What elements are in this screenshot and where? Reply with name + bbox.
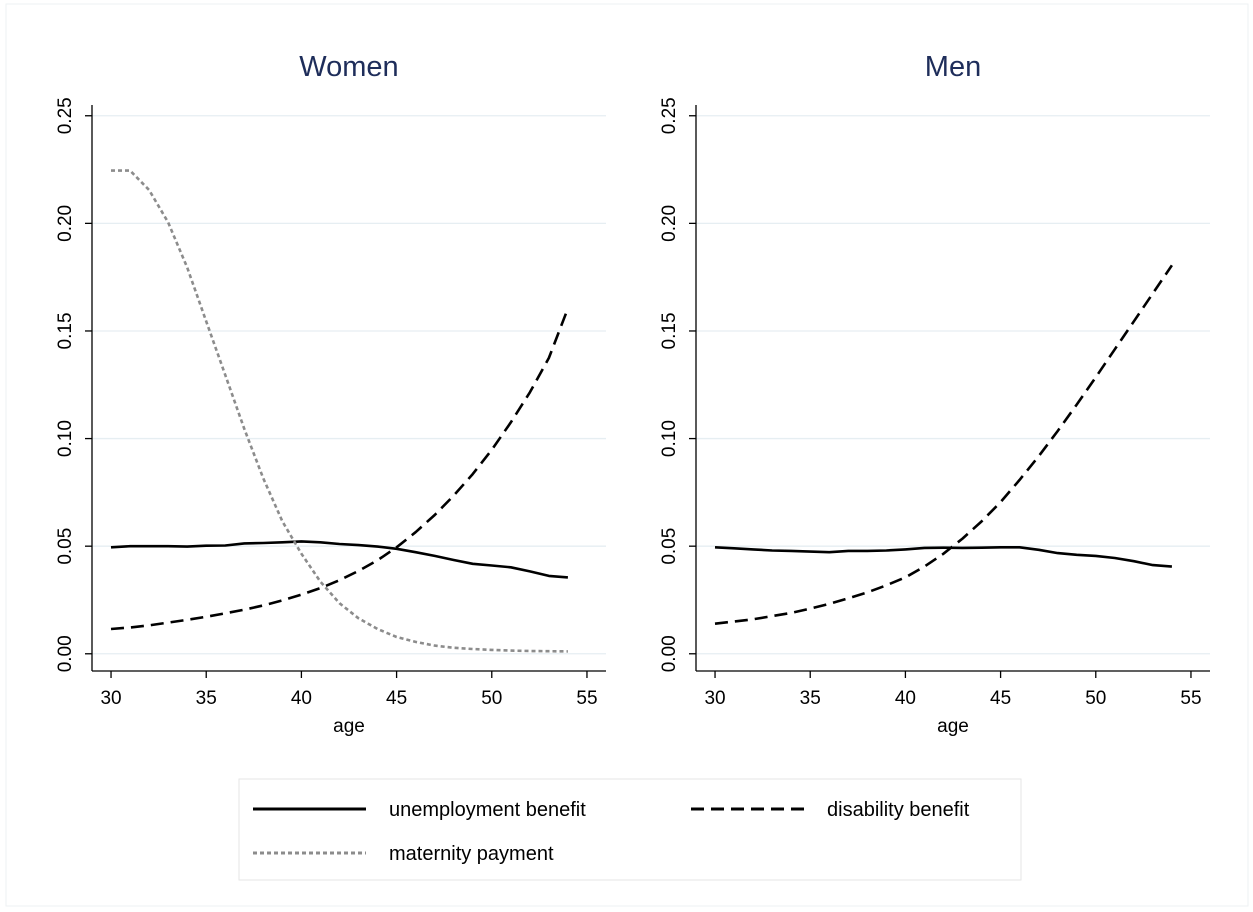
women-y-tick-label: 0.05	[55, 528, 76, 565]
women-y-tick-label: 0.10	[55, 420, 76, 457]
women-panel-title: Women	[299, 51, 398, 83]
men-x-tick-label: 45	[990, 688, 1011, 709]
men-y-tick-label: 0.00	[659, 635, 680, 672]
women-x-tick-label: 55	[576, 688, 597, 709]
women-x-tick-label: 40	[291, 688, 312, 709]
women-x-tick-label: 50	[481, 688, 502, 709]
women-y-tick-label: 0.00	[55, 635, 76, 672]
women-y-tick-label: 0.20	[55, 205, 76, 242]
men-y-tick-label: 0.15	[659, 312, 680, 349]
legend: unemployment benefit disability benefit …	[238, 778, 1022, 881]
men-x-tick-label: 30	[704, 688, 725, 709]
women-y-tick-label: 0.15	[55, 312, 76, 349]
men-y-tick-label: 0.10	[659, 420, 680, 457]
figure-border	[5, 3, 1249, 907]
women-panel: Women age 0.00 0.05 0.10 0.15 0.20 0.25 30 35 40…	[55, 51, 606, 737]
women-series-unemployment	[110, 540, 569, 579]
men-y-tick-label: 0.25	[659, 97, 680, 134]
men-x-tick-label: 50	[1085, 688, 1106, 709]
men-panel-title: Men	[925, 51, 981, 83]
women-x-tick-label: 45	[386, 688, 407, 709]
men-x-axis-label: age	[937, 716, 969, 737]
men-series-disability	[714, 264, 1173, 625]
men-series-unemployment	[714, 545, 1173, 568]
women-x-tick-label: 35	[196, 688, 217, 709]
men-panel: Men age 0.00 0.05 0.10 0.15 0.20 0.25 30 35 40 45…	[659, 51, 1210, 737]
legend-label-disability: disability benefit	[827, 799, 970, 821]
men-y-tick-label: 0.05	[659, 528, 680, 565]
women-x-tick-label: 30	[100, 688, 121, 709]
legend-box	[238, 778, 1022, 881]
men-x-tick-label: 40	[895, 688, 916, 709]
women-series-maternity	[111, 169, 568, 653]
men-y-tick-label: 0.20	[659, 205, 680, 242]
women-y-tick-label: 0.25	[55, 97, 76, 134]
legend-label-maternity: maternity payment	[389, 843, 554, 865]
legend-label-unemployment: unemployment benefit	[389, 799, 586, 821]
women-x-axis-label: age	[333, 716, 365, 737]
men-x-tick-label: 55	[1180, 688, 1201, 709]
men-x-tick-label: 35	[800, 688, 821, 709]
